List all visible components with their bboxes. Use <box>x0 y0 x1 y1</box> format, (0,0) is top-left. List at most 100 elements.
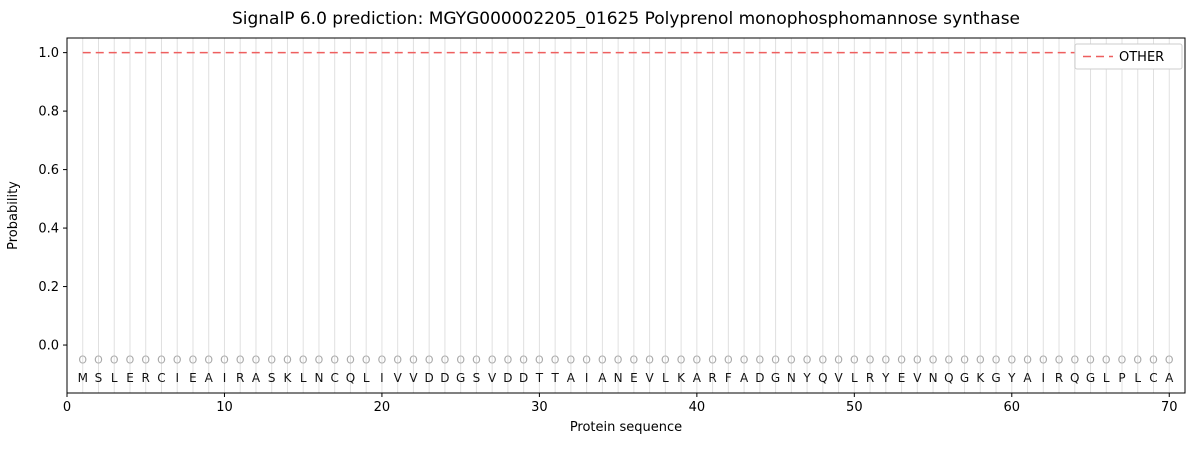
position-marker: O <box>126 354 135 367</box>
sequence-letter: I <box>380 371 384 385</box>
position-marker: O <box>157 354 166 367</box>
position-marker: O <box>1086 354 1095 367</box>
position-marker: O <box>330 354 339 367</box>
sequence-letter: N <box>929 371 938 385</box>
sequence-letter: A <box>740 371 749 385</box>
sequence-letter: L <box>851 371 858 385</box>
sequence-letter: T <box>535 371 544 385</box>
position-marker: O <box>1118 354 1127 367</box>
sequence-letter: D <box>519 371 528 385</box>
position-marker: O <box>1133 354 1142 367</box>
sequence-letter: S <box>473 371 481 385</box>
position-marker: O <box>519 354 528 367</box>
position-marker: O <box>661 354 670 367</box>
sequence-letter: C <box>157 371 165 385</box>
position-marker: O <box>141 354 150 367</box>
sequence-letter: I <box>223 371 227 385</box>
position-marker: O <box>693 354 702 367</box>
y-tick-label: 0.4 <box>38 222 59 237</box>
sequence-letter: A <box>252 371 261 385</box>
sequence-letter: E <box>189 371 197 385</box>
sequence-letter: V <box>409 371 418 385</box>
position-marker: O <box>756 354 765 367</box>
position-marker: O <box>976 354 985 367</box>
position-marker: O <box>1149 354 1158 367</box>
position-marker: O <box>598 354 607 367</box>
position-marker: O <box>315 354 324 367</box>
position-marker: O <box>267 354 276 367</box>
sequence-letter: Q <box>944 371 953 385</box>
sequence-letter: A <box>1023 371 1032 385</box>
sequence-letter: I <box>175 371 179 385</box>
position-marker: O <box>504 354 513 367</box>
sequence-letter: D <box>503 371 512 385</box>
position-marker: O <box>283 354 292 367</box>
position-marker: O <box>220 354 229 367</box>
position-marker: O <box>614 354 623 367</box>
sequence-letter: L <box>300 371 307 385</box>
position-marker: O <box>299 354 308 367</box>
position-marker: O <box>897 354 906 367</box>
position-marker: O <box>236 354 245 367</box>
position-marker: O <box>346 354 355 367</box>
position-marker: O <box>708 354 717 367</box>
position-marker: O <box>677 354 686 367</box>
sequence-letter: L <box>1134 371 1141 385</box>
position-marker: O <box>1039 354 1048 367</box>
sequence-letter: Q <box>818 371 827 385</box>
sequence-letter: R <box>866 371 874 385</box>
y-tick-label: 0.2 <box>38 280 59 295</box>
sequence-letter: Y <box>881 371 890 385</box>
position-marker: O <box>724 354 733 367</box>
position-marker: O <box>850 354 859 367</box>
position-marker: O <box>362 354 371 367</box>
position-marker: O <box>378 354 387 367</box>
sequence-letter: V <box>488 371 497 385</box>
sequence-letter: Y <box>1007 371 1016 385</box>
sequence-letter: R <box>142 371 150 385</box>
x-tick-label: 0 <box>63 400 71 415</box>
position-marker: O <box>535 354 544 367</box>
sequence-letter: A <box>567 371 576 385</box>
y-axis-label: Probability <box>6 181 21 250</box>
position-marker: O <box>456 354 465 367</box>
legend-box <box>1074 43 1183 70</box>
sequence-letter: L <box>1103 371 1110 385</box>
position-marker: O <box>818 354 827 367</box>
position-marker: O <box>94 354 103 367</box>
position-marker: O <box>1007 354 1016 367</box>
sequence-letter: C <box>1149 371 1157 385</box>
sequence-letter: I <box>585 371 589 385</box>
sequence-letter: L <box>363 371 370 385</box>
position-marker: O <box>441 354 450 367</box>
sequence-letter: V <box>834 371 843 385</box>
position-marker: O <box>204 354 213 367</box>
y-tick-label: 1.0 <box>38 46 59 61</box>
position-marker: O <box>787 354 796 367</box>
sequence-letter: G <box>1086 371 1095 385</box>
sequence-letter: I <box>1042 371 1046 385</box>
position-marker: O <box>189 354 198 367</box>
position-marker: O <box>409 354 418 367</box>
y-tick-label: 0.8 <box>38 105 59 120</box>
sequence-letter: R <box>708 371 716 385</box>
x-tick-label: 40 <box>689 400 706 415</box>
sequence-letter: M <box>78 371 88 385</box>
sequence-letter: E <box>898 371 906 385</box>
sequence-letter: F <box>725 371 732 385</box>
sequence-letter: D <box>755 371 764 385</box>
sequence-letter: L <box>662 371 669 385</box>
position-marker: O <box>252 354 261 367</box>
sequence-letter: P <box>1118 371 1125 385</box>
sequence-letter: N <box>314 371 323 385</box>
legend: OTHER <box>1074 43 1183 70</box>
plot-border <box>66 37 1186 394</box>
sequence-letter: T <box>550 371 559 385</box>
x-axis-label: Protein sequence <box>570 420 682 435</box>
sequence-letter: N <box>614 371 623 385</box>
sequence-letter: K <box>976 371 985 385</box>
position-marker: O <box>173 354 182 367</box>
sequence-letter: A <box>693 371 702 385</box>
